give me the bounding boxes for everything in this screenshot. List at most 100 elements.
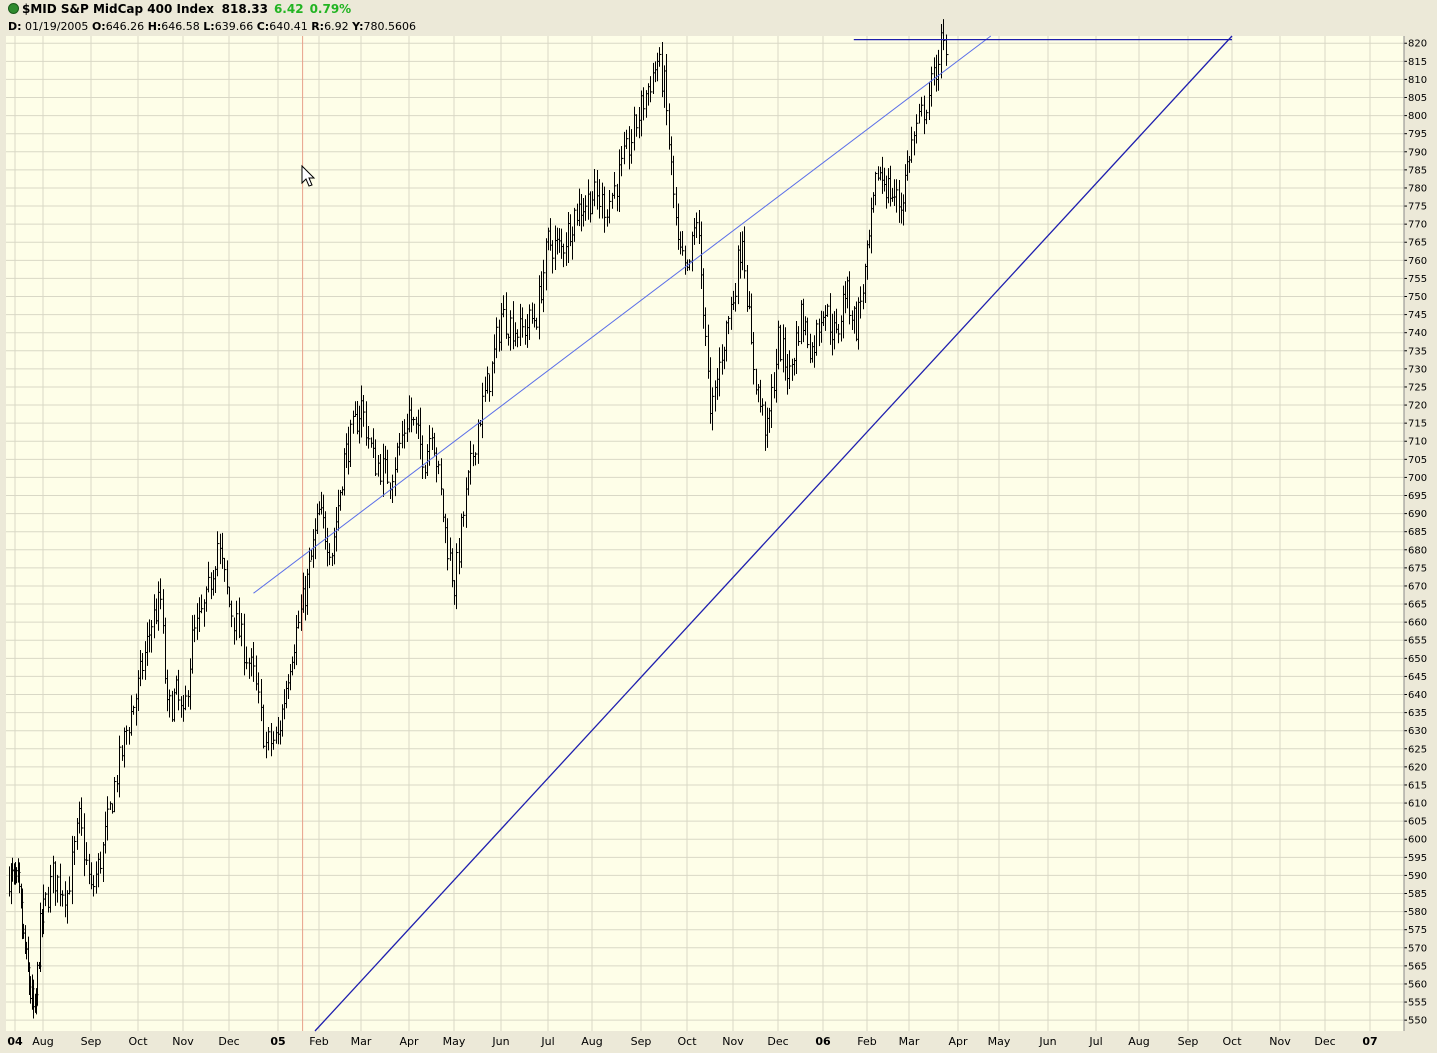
y-tick-label: 755 bbox=[1408, 274, 1427, 285]
y-tick-label: 750 bbox=[1408, 292, 1427, 303]
y-tick-label: 810 bbox=[1408, 75, 1427, 86]
x-tick-label: Sep bbox=[81, 1035, 102, 1048]
y-tick-label: 605 bbox=[1408, 817, 1427, 828]
x-tick-label: 04 bbox=[7, 1035, 23, 1048]
x-tick-label: Sep bbox=[1178, 1035, 1199, 1048]
y-tick-label: 595 bbox=[1408, 853, 1427, 864]
y-tick-label: 630 bbox=[1408, 726, 1427, 737]
x-tick-label: Mar bbox=[351, 1035, 372, 1048]
ohlc-readout: D: 01/19/2005 O:646.26 H:646.58 L:639.66… bbox=[8, 20, 416, 33]
open-label: O: bbox=[91, 20, 106, 33]
y-tick-label: 785 bbox=[1408, 165, 1427, 176]
y-tick-label: 795 bbox=[1408, 129, 1427, 140]
grid-lines bbox=[6, 36, 1404, 1031]
title-row: $MID S&P MidCap 400 Index 818.33 6.42 0.79… bbox=[8, 2, 351, 16]
y-tick-label: 820 bbox=[1408, 39, 1427, 50]
high-label: H: bbox=[147, 20, 162, 33]
status-dot-icon bbox=[8, 3, 19, 14]
y-tick-label: 805 bbox=[1408, 93, 1427, 104]
y-tick-label: 565 bbox=[1408, 961, 1427, 972]
y-tick-label: 660 bbox=[1408, 618, 1427, 629]
x-axis-band bbox=[0, 1031, 1437, 1053]
x-tick-label: Feb bbox=[309, 1035, 328, 1048]
y-tick-label: 730 bbox=[1408, 364, 1427, 375]
y-tick-label: 780 bbox=[1408, 183, 1427, 194]
x-tick-label: Oct bbox=[1222, 1035, 1242, 1048]
y-tick-label: 765 bbox=[1408, 238, 1427, 249]
x-tick-label: Dec bbox=[767, 1035, 788, 1048]
price-change-pct: 0.79% bbox=[309, 2, 352, 16]
x-tick-label: Nov bbox=[1269, 1035, 1291, 1048]
y-tick-label: 555 bbox=[1408, 998, 1427, 1009]
y-tick-label: 790 bbox=[1408, 147, 1427, 158]
price-bars bbox=[9, 19, 949, 1019]
x-tick-label: Jun bbox=[491, 1035, 509, 1048]
x-tick-label: Dec bbox=[1314, 1035, 1335, 1048]
y-tick-label: 685 bbox=[1408, 527, 1427, 538]
x-tick-label: May bbox=[988, 1035, 1011, 1048]
y-tick-label: 670 bbox=[1408, 581, 1427, 592]
y-tick-label: 760 bbox=[1408, 256, 1427, 267]
y-tick-label: 655 bbox=[1408, 636, 1427, 647]
x-tick-label: Aug bbox=[581, 1035, 602, 1048]
y-tick-label: 690 bbox=[1408, 509, 1427, 520]
y-value: 780.5606 bbox=[363, 20, 417, 33]
y-tick-label: 665 bbox=[1408, 600, 1427, 611]
x-tick-label: Apr bbox=[948, 1035, 968, 1048]
y-axis: 550 555 560 565 570 575 580 585 590 595 600 605 610 6… bbox=[1403, 36, 1427, 1031]
x-tick-label: Jun bbox=[1038, 1035, 1056, 1048]
mouse-pointer-icon bbox=[301, 164, 316, 187]
y-tick-label: 800 bbox=[1408, 111, 1427, 122]
y-tick-label: 740 bbox=[1408, 328, 1427, 339]
plot-area[interactable] bbox=[6, 36, 1404, 1031]
date-label: D: bbox=[8, 20, 22, 33]
x-tick-label: Dec bbox=[218, 1035, 239, 1048]
y-tick-label: 580 bbox=[1408, 907, 1427, 918]
trendline-lower-channel[interactable] bbox=[314, 35, 1233, 1032]
trendline-upper-channel[interactable] bbox=[253, 35, 992, 594]
symbol-title: $MID S&P MidCap 400 Index bbox=[22, 2, 214, 16]
y-tick-label: 675 bbox=[1408, 563, 1427, 574]
open-value: 646.26 bbox=[105, 20, 145, 33]
y-tick-label: 575 bbox=[1408, 925, 1427, 936]
x-tick-label: Feb bbox=[857, 1035, 876, 1048]
y-tick-label: 700 bbox=[1408, 473, 1427, 484]
y-tick-label: 645 bbox=[1408, 672, 1427, 683]
y-tick-label: 620 bbox=[1408, 762, 1427, 773]
low-label: L: bbox=[203, 20, 215, 33]
y-label: Y: bbox=[352, 20, 364, 33]
x-tick-label: 07 bbox=[1362, 1035, 1377, 1048]
y-tick-label: 615 bbox=[1408, 780, 1427, 791]
x-axis: 04 Aug Sep Oct Nov Dec 05 Feb Mar Apr May Jun Jul Aug… bbox=[0, 1031, 1437, 1053]
last-price: 818.33 bbox=[221, 2, 268, 16]
y-tick-label: 635 bbox=[1408, 708, 1427, 719]
y-tick-label: 680 bbox=[1408, 545, 1427, 556]
y-tick-label: 725 bbox=[1408, 382, 1427, 393]
y-tick-label: 815 bbox=[1408, 57, 1427, 68]
y-tick-label: 610 bbox=[1408, 799, 1427, 810]
trendlines[interactable] bbox=[253, 35, 1233, 1032]
x-tick-label: Oct bbox=[677, 1035, 697, 1048]
x-tick-label: Jul bbox=[1088, 1035, 1102, 1048]
x-tick-label: Jul bbox=[540, 1035, 554, 1048]
x-tick-label: Sep bbox=[631, 1035, 652, 1048]
x-tick-label: Aug bbox=[1128, 1035, 1149, 1048]
y-tick-label: 705 bbox=[1408, 455, 1427, 466]
chart-header: $MID S&P MidCap 400 Index 818.33 6.42 0.79… bbox=[0, 0, 1437, 36]
x-tick-label: Aug bbox=[32, 1035, 53, 1048]
range-value: 6.92 bbox=[324, 20, 349, 33]
y-tick-label: 625 bbox=[1408, 744, 1427, 755]
close-value: 640.41 bbox=[269, 20, 308, 33]
range-label: R: bbox=[311, 20, 325, 33]
y-tick-label: 560 bbox=[1408, 979, 1427, 990]
y-tick-label: 745 bbox=[1408, 310, 1427, 321]
x-tick-label: Nov bbox=[722, 1035, 744, 1048]
close-label: C: bbox=[256, 20, 270, 33]
y-tick-label: 695 bbox=[1408, 491, 1427, 502]
y-tick-label: 770 bbox=[1408, 220, 1427, 231]
y-tick-label: 775 bbox=[1408, 202, 1427, 213]
y-tick-label: 585 bbox=[1408, 889, 1427, 900]
y-tick-label: 735 bbox=[1408, 346, 1427, 357]
price-change: 6.42 bbox=[273, 2, 304, 16]
